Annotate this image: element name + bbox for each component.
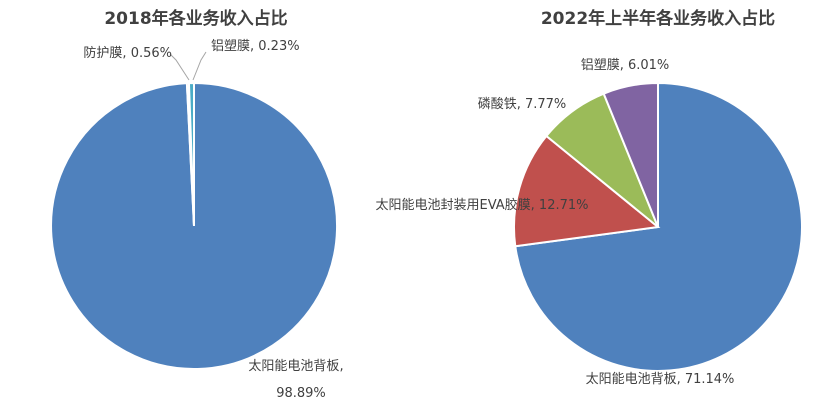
chart-title-2022h1: 2022年上半年各业务收入占比 bbox=[541, 8, 775, 29]
slice-label-beiban-2018: 太阳能电池背板, bbox=[248, 359, 343, 374]
slice-label-linsuantie: 磷酸铁, 7.77% bbox=[478, 97, 567, 112]
slice-name-linsuantie: 磷酸铁 bbox=[478, 97, 517, 112]
pie-slices-2018 bbox=[50, 81, 339, 370]
chart-title-2018: 2018年各业务收入占比 bbox=[104, 8, 287, 29]
slice-fanghumo bbox=[187, 81, 195, 227]
pie-slices-2022h1 bbox=[512, 81, 803, 372]
slice-name-fanghumo: 防护膜 bbox=[83, 45, 122, 61]
slice-name-lvsumo-2018: 铝塑膜 bbox=[211, 39, 250, 54]
slice-value-lvsumo-2018: 0.23% bbox=[258, 39, 299, 54]
slice-value-lvsumo-2022h1: 6.01% bbox=[628, 58, 669, 73]
slice-name-eva: 太阳能电池封装用EVA胶膜 bbox=[375, 197, 530, 213]
slice-name-beiban-2018: 太阳能电池背板 bbox=[248, 359, 339, 374]
slice-eva bbox=[512, 134, 661, 248]
slice-label-fanghumo: 防护膜, 0.56% bbox=[83, 45, 172, 61]
slice-label-lvsumo-2018: 铝塑膜, 0.23% bbox=[211, 39, 300, 54]
slice-value-eva: 12.71% bbox=[539, 198, 589, 213]
slice-label-eva: 太阳能电池封装用EVA胶膜, 12.71% bbox=[375, 197, 588, 213]
slice-lvsumo-2022h1 bbox=[602, 81, 659, 228]
slice-name-beiban-2022h1: 太阳能电池背板 bbox=[586, 372, 677, 387]
slice-label-beiban-2022h1: 太阳能电池背板, 71.14% bbox=[586, 372, 735, 387]
slice-value-beiban-2022h1: 71.14% bbox=[685, 372, 735, 387]
leader-line-fanghumo bbox=[169, 53, 190, 81]
pie-chart-2022h1: 2022年上半年各业务收入占比 铝塑膜, 6.01% 磷酸铁, 7.77% 太阳… bbox=[375, 8, 803, 387]
slice-value-fanghumo: 0.56% bbox=[131, 46, 172, 61]
slice-value-beiban-2018: 98.89% bbox=[276, 386, 326, 401]
slice-label-lvsumo-2022h1: 铝塑膜, 6.01% bbox=[581, 58, 670, 73]
pie-chart-2018: 2018年各业务收入占比 防护膜, 0.56% 铝塑膜, 0.23% 太阳能电池… bbox=[50, 8, 344, 401]
leader-line-lvsumo-2018 bbox=[192, 51, 207, 81]
slice-name-lvsumo-2022h1: 铝塑膜 bbox=[581, 58, 620, 73]
slice-value-linsuantie: 7.77% bbox=[525, 97, 566, 112]
